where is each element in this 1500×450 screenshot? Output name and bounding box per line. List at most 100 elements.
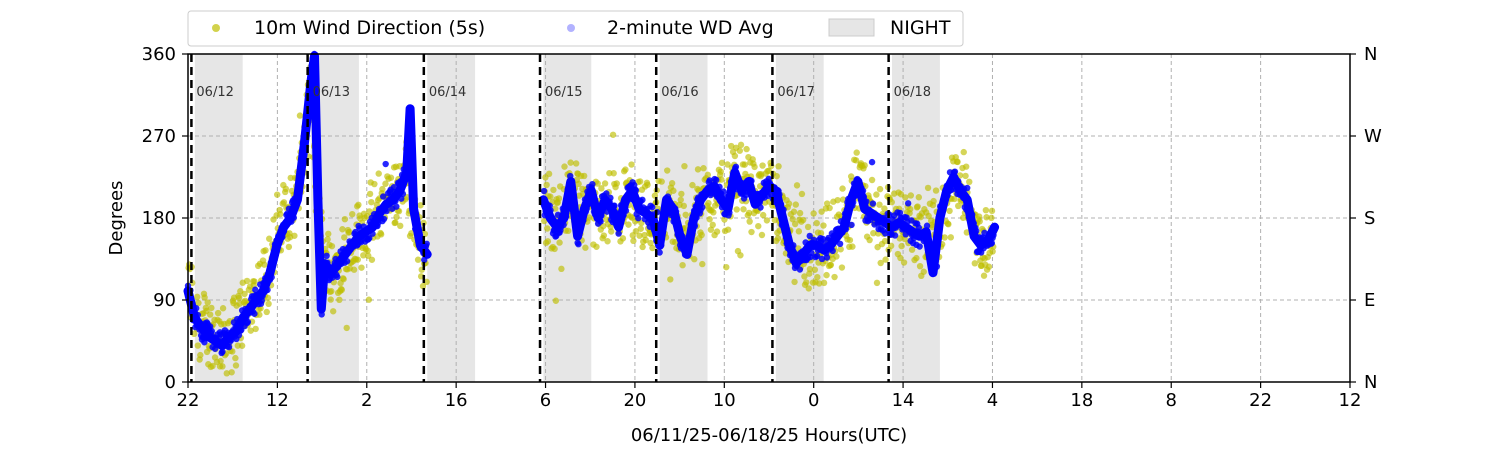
wd-avg-point [252,286,259,293]
wind-direction-point [799,216,807,224]
wind-direction-point [365,252,372,259]
wd-avg-point [264,286,271,294]
wind-direction-point [678,190,685,198]
wind-direction-point [545,170,553,178]
wd-avg-point [988,239,996,247]
wd-avg-point [863,198,870,205]
wd-avg-point [964,184,971,192]
wd-avg-point [569,190,576,197]
wd-avg-point [580,217,587,224]
wd-avg-point [313,147,320,154]
wind-direction-point [613,180,620,187]
wd-avg-point [563,206,571,214]
wind-direction-point [327,296,334,303]
wind-direction-point [414,256,422,263]
wd-avg-point [314,191,321,198]
wind-direction-point [877,259,884,267]
wind-direction-point [852,157,860,164]
wind-direction-point [930,197,937,205]
wind-direction-point [881,237,889,245]
wind-direction-point [561,163,568,170]
wind-direction-point [340,275,347,283]
wd-avg-point [658,225,666,232]
wd-avg-point [603,208,611,215]
wd-avg-point [404,139,412,146]
wind-direction-point [932,187,940,194]
wind-direction-point [642,236,649,244]
wind-direction-point [989,248,996,255]
wind-direction-point [737,252,744,259]
wd-avg-point [421,256,428,264]
legend-label-night: NIGHT [890,17,951,39]
wd-avg-point [648,218,655,225]
wind-direction-point [731,152,739,160]
wind-direction-point [204,299,211,306]
wind-direction-point [567,159,574,166]
wd-avg-point [848,221,855,229]
wind-direction-point [861,162,868,169]
wd-avg-point [408,160,416,168]
wd-avg-point [363,226,371,234]
wind-direction-point [601,180,609,187]
wd-avg-point [603,190,610,197]
wind-direction-point [649,244,656,252]
wd-avg-series [184,50,998,357]
wind-direction-point [789,216,796,223]
wind-direction-point [814,273,821,281]
wind-direction-point [670,187,677,194]
wd-avg-point [842,226,850,233]
wind-direction-point [680,202,688,210]
wind-direction-point [837,246,844,253]
day-label: 06/13 [313,85,350,100]
wind-direction-point [947,234,955,241]
wd-avg-point [723,193,731,201]
wind-direction-point [681,162,688,170]
wind-direction-point [718,159,726,167]
wd-avg-point [915,224,923,231]
wind-direction-point [914,203,921,210]
wind-direction-point [397,222,404,230]
wind-direction-point [707,226,715,233]
wind-direction-point [366,190,374,198]
wd-avg-point [295,190,302,197]
wind-direction-point [324,236,331,243]
wind-direction-point [907,192,915,199]
wind-direction-point [625,221,632,228]
wind-direction-point [827,261,835,269]
wd-avg-point [667,199,674,206]
wind-direction-point [604,238,611,245]
wd-avg-point [614,219,622,227]
wind-direction-point [325,230,332,238]
wd-avg-point [343,258,351,265]
wind-direction-point [887,242,895,250]
wind-direction-point [371,180,378,188]
wind-direction-point [723,263,730,271]
wind-direction-point [775,163,782,170]
wd-avg-point [316,242,323,249]
wd-avg-point [382,160,389,168]
wind-direction-point [417,202,424,209]
wind-direction-point [811,266,819,273]
wd-avg-point [689,229,696,237]
wd-avg-point [246,302,253,310]
wd-avg-point [656,249,663,256]
wind-direction-point [820,279,828,287]
wind-direction-point [641,231,648,239]
wind-direction-point [706,216,713,223]
wd-avg-point [790,242,797,249]
wind-direction-point [980,272,988,279]
wd-avg-point [294,194,302,202]
wind-direction-point [600,232,608,239]
wind-direction-point [826,204,833,212]
wind-direction-point [194,342,202,349]
wd-avg-point [966,205,973,212]
wd-avg-point [220,338,227,346]
wind-direction-point [558,265,565,273]
wd-avg-point [713,176,720,184]
y-tick-label: 90 [153,290,176,311]
wd-avg-point [324,259,331,266]
wind-direction-point [194,293,201,301]
day-label: 06/16 [661,85,698,100]
wind-direction-point [543,181,550,189]
